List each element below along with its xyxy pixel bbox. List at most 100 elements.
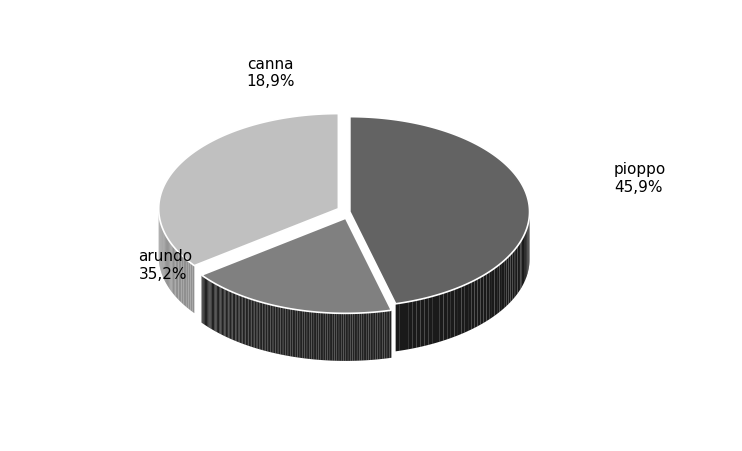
Polygon shape [345,313,347,361]
Polygon shape [266,304,267,352]
Polygon shape [303,311,304,359]
Polygon shape [413,300,416,349]
Polygon shape [420,299,424,347]
Polygon shape [237,294,238,342]
Polygon shape [370,313,372,360]
Polygon shape [326,313,327,361]
Polygon shape [524,233,525,283]
Polygon shape [279,307,280,354]
Polygon shape [171,244,173,294]
Polygon shape [383,311,384,359]
Polygon shape [192,265,194,313]
Polygon shape [164,233,165,282]
Polygon shape [492,269,495,318]
Polygon shape [255,300,256,349]
Polygon shape [510,253,513,302]
Polygon shape [275,306,277,354]
Polygon shape [250,299,252,347]
Polygon shape [240,295,241,343]
Polygon shape [180,254,182,303]
Polygon shape [277,307,279,354]
Polygon shape [324,313,326,360]
Polygon shape [292,309,294,357]
Polygon shape [287,308,289,356]
Polygon shape [286,308,287,356]
Polygon shape [203,276,204,324]
Polygon shape [478,277,481,327]
Text: pioppo
45,9%: pioppo 45,9% [614,162,666,194]
Polygon shape [296,310,298,358]
Polygon shape [282,308,284,355]
Polygon shape [352,313,354,361]
Polygon shape [291,309,292,357]
Polygon shape [220,287,222,335]
Polygon shape [317,313,318,360]
Polygon shape [312,312,313,359]
Polygon shape [404,302,408,350]
Polygon shape [322,313,324,360]
Polygon shape [484,274,487,323]
Polygon shape [432,295,436,344]
Polygon shape [447,291,451,340]
Polygon shape [182,256,183,305]
Polygon shape [167,238,168,287]
Polygon shape [454,288,458,337]
Polygon shape [243,296,244,345]
Polygon shape [374,312,375,360]
Polygon shape [517,244,519,294]
Polygon shape [230,291,232,339]
Polygon shape [390,310,391,358]
Text: arundo
35,2%: arundo 35,2% [139,249,193,281]
Polygon shape [299,310,301,358]
Polygon shape [169,241,171,290]
Polygon shape [261,303,263,350]
Polygon shape [238,295,240,343]
Polygon shape [354,313,356,361]
Polygon shape [204,277,205,325]
Polygon shape [468,282,471,331]
Polygon shape [499,263,502,312]
Polygon shape [338,313,340,361]
Polygon shape [367,313,369,360]
Polygon shape [332,313,335,361]
Polygon shape [408,301,413,350]
Polygon shape [260,302,261,350]
Polygon shape [185,259,187,308]
Polygon shape [227,290,229,338]
Polygon shape [165,235,166,284]
Polygon shape [271,305,272,353]
Polygon shape [321,313,322,360]
Polygon shape [526,229,527,278]
Polygon shape [361,313,363,361]
Polygon shape [386,311,388,359]
Polygon shape [519,242,520,292]
Polygon shape [215,284,217,332]
Polygon shape [218,285,219,334]
Polygon shape [458,287,462,336]
Polygon shape [523,235,524,285]
Polygon shape [489,271,492,320]
Polygon shape [205,278,206,326]
Text: canna
18,9%: canna 18,9% [246,56,295,89]
Polygon shape [257,302,260,350]
Polygon shape [226,290,227,337]
Polygon shape [378,312,379,359]
Polygon shape [188,262,191,311]
Polygon shape [497,265,499,314]
Polygon shape [381,312,383,359]
Polygon shape [318,313,321,360]
Polygon shape [424,298,428,346]
Polygon shape [168,239,169,289]
Polygon shape [183,257,185,306]
Polygon shape [264,304,266,351]
Polygon shape [214,284,215,331]
Polygon shape [166,236,167,285]
Polygon shape [217,285,218,333]
Polygon shape [350,117,530,304]
Polygon shape [309,312,312,359]
Polygon shape [213,283,214,331]
Polygon shape [516,246,517,296]
Polygon shape [340,313,342,361]
Polygon shape [224,289,226,337]
Polygon shape [187,260,188,309]
